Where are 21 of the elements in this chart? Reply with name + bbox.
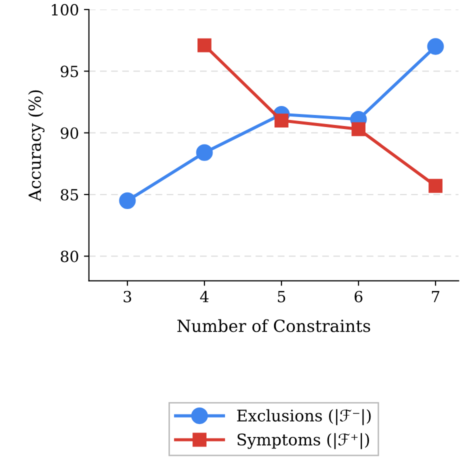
x-tick-label: 4 (200, 290, 209, 302)
point (428, 178, 442, 193)
point (196, 144, 213, 161)
y-axis-title: Accuracy (%) (28, 90, 44, 202)
point (274, 114, 288, 128)
point (352, 122, 366, 136)
legend-label: Symptoms (|ℱ⁺|) (238, 433, 370, 450)
point (119, 192, 136, 210)
y-tick-label: 85 (60, 188, 78, 201)
legend-label: Exclusions (|ℱ⁻|) (237, 409, 371, 426)
x-axis-title: Number of Constraints (177, 319, 370, 332)
x-tick-label: 7 (432, 291, 440, 302)
point (198, 38, 212, 52)
y-tick-label: 100 (52, 4, 78, 16)
x-tick-label: 3 (124, 290, 132, 302)
y-tick-label: 95 (60, 66, 78, 78)
x-tick-label: 6 (354, 290, 362, 302)
point (427, 38, 444, 55)
x-tick-label: 5 (278, 291, 286, 302)
y-tick-label: 80 (60, 250, 78, 262)
y-tick-label: 90 (60, 127, 78, 139)
